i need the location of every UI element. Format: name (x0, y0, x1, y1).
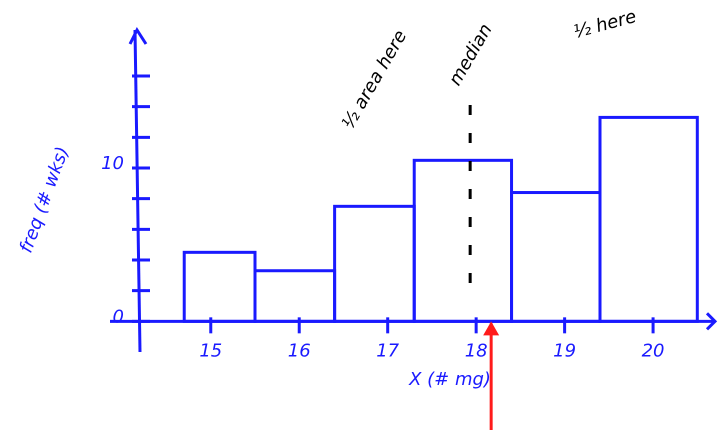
chart: freq (# wks) X (# mg) ½ area here ½ here… (0, 0, 720, 430)
median-arrowhead (483, 321, 499, 335)
y-axis-label: freq (# wks) (16, 144, 74, 256)
y-axis-arrow (130, 30, 146, 44)
median-label: median (445, 20, 497, 89)
annotation: ½ area here (338, 27, 411, 133)
x-tick-label: 19 (553, 340, 576, 361)
x-axis-label: X (# mg) (408, 369, 491, 390)
y-tick-label: 0 (113, 306, 124, 327)
bar (335, 206, 415, 321)
bar (600, 117, 697, 321)
y-tick-label: 10 (101, 153, 124, 174)
x-tick-label: 16 (288, 340, 311, 361)
bar (512, 193, 600, 322)
annotation: ½ here (571, 6, 638, 43)
x-tick-label: 17 (376, 340, 399, 361)
bar (255, 271, 335, 322)
x-tick-label: 20 (642, 340, 665, 361)
bar (184, 252, 255, 321)
x-tick-label: 18 (465, 340, 488, 361)
y-axis (135, 30, 140, 352)
bar (414, 160, 511, 321)
x-tick-label: 15 (199, 340, 222, 361)
